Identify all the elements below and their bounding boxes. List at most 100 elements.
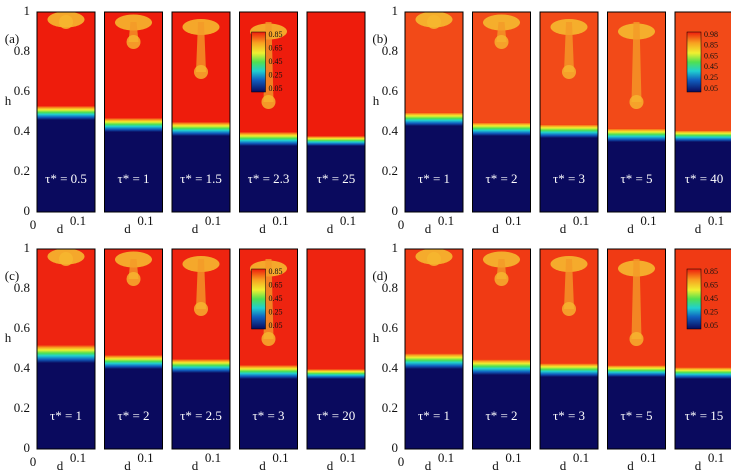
x-axis-label: d <box>192 221 199 236</box>
y-axis-label: h <box>5 330 12 345</box>
interface <box>307 136 365 146</box>
colorbar-label: 0.65 <box>269 280 283 289</box>
x-tick-label: 0.1 <box>640 450 656 465</box>
x-axis-label: d <box>124 458 131 473</box>
snapshot-frame <box>104 11 163 213</box>
fluid-bottom <box>472 375 531 449</box>
colorbar-label: 0.25 <box>269 70 283 79</box>
x-tick-label: 0.1 <box>438 450 454 465</box>
y-tick-label: 0.2 <box>14 163 30 178</box>
interface <box>104 118 163 132</box>
y-tick-label: 0.4 <box>382 360 399 375</box>
snapshot <box>306 11 366 213</box>
snapshot-frame <box>607 11 666 213</box>
fluid-bottom <box>239 146 298 212</box>
interface <box>607 128 666 142</box>
x-axis-label: d <box>492 221 499 236</box>
y-tick-label: 0.4 <box>14 360 31 375</box>
fluid-bottom <box>239 379 298 449</box>
fluid-bottom <box>540 377 598 449</box>
interface <box>239 132 298 146</box>
snapshot <box>171 11 231 213</box>
colorbar <box>251 31 266 93</box>
colorbar-label: 0.25 <box>269 307 283 316</box>
plume-head <box>562 302 576 316</box>
x-axis-label: d <box>560 221 567 236</box>
fluid-bottom <box>607 377 666 449</box>
plume-head <box>126 35 141 49</box>
snapshot <box>539 11 599 213</box>
x-tick-label: 0.1 <box>573 450 589 465</box>
x-axis-label: d <box>492 458 499 473</box>
y-tick-label: 0 <box>24 440 31 455</box>
plume-head <box>494 272 509 286</box>
snapshot <box>404 11 464 213</box>
time-label: τ* = 1 <box>418 171 450 186</box>
x-axis-label: d <box>327 458 334 473</box>
y-tick-label: 0.2 <box>14 400 30 415</box>
snapshot <box>104 11 163 213</box>
time-label: τ* = 3 <box>553 171 585 186</box>
colorbar-label: 0.45 <box>269 294 283 303</box>
interface <box>37 345 95 363</box>
colorbar-label: 0.25 <box>704 73 718 82</box>
colorbar <box>686 268 702 330</box>
snapshot <box>674 11 731 213</box>
x-axis-label: d <box>425 221 432 236</box>
fluid-bottom <box>104 369 163 449</box>
time-label: τ* = 3 <box>553 408 585 423</box>
panel-label: (b) <box>372 31 387 46</box>
y-tick-label: 1 <box>24 240 31 255</box>
x-tick-label: 0.1 <box>708 213 724 228</box>
plume-head <box>562 65 576 79</box>
x-tick-label: 0.1 <box>70 450 86 465</box>
y-axis-label: h <box>5 93 12 108</box>
y-tick-label: 0.2 <box>382 400 398 415</box>
time-label: τ* = 20 <box>317 408 356 423</box>
fluid-bottom <box>540 138 598 212</box>
snapshot <box>539 248 599 450</box>
interface <box>37 106 95 120</box>
snapshot-frame <box>472 11 531 213</box>
plume-head <box>261 332 276 346</box>
time-label: τ* = 1 <box>418 408 450 423</box>
interface <box>675 130 731 142</box>
x-axis-label: d <box>560 458 567 473</box>
colorbar-label: 0.65 <box>704 51 718 60</box>
panel-label: (c) <box>5 268 19 283</box>
plume-head <box>427 252 441 266</box>
fluid-bottom <box>405 369 463 449</box>
snapshot-frame <box>36 248 96 450</box>
plume-head <box>59 252 73 266</box>
y-axis-label: h <box>373 330 380 345</box>
y-tick-label: 0.2 <box>382 163 398 178</box>
interface <box>675 367 731 379</box>
interface <box>607 365 666 377</box>
y-tick-label: 0.6 <box>382 83 399 98</box>
colorbar-label: 0.05 <box>704 84 718 93</box>
plume-stem <box>631 259 642 339</box>
fluid-bottom <box>472 136 531 212</box>
interface <box>172 359 230 373</box>
time-label: τ* = 1.5 <box>180 171 222 186</box>
y-axis-label: h <box>373 93 380 108</box>
x-axis-label: d <box>124 221 131 236</box>
interface <box>307 369 365 379</box>
plume-head <box>629 95 644 109</box>
snapshot <box>472 11 531 213</box>
interface <box>405 112 463 126</box>
x-tick-label: 0.1 <box>205 213 221 228</box>
x-tick-label: 0.1 <box>272 213 288 228</box>
colorbar-label: 0.45 <box>704 62 718 71</box>
plume-stem <box>196 22 206 72</box>
interface <box>172 122 230 136</box>
snapshot-frame <box>306 248 366 450</box>
snapshot <box>306 248 366 450</box>
fluid-bottom <box>104 132 163 212</box>
snapshot <box>36 11 96 213</box>
snapshot <box>607 11 666 213</box>
snapshot-frame <box>104 248 163 450</box>
interface <box>405 353 463 369</box>
